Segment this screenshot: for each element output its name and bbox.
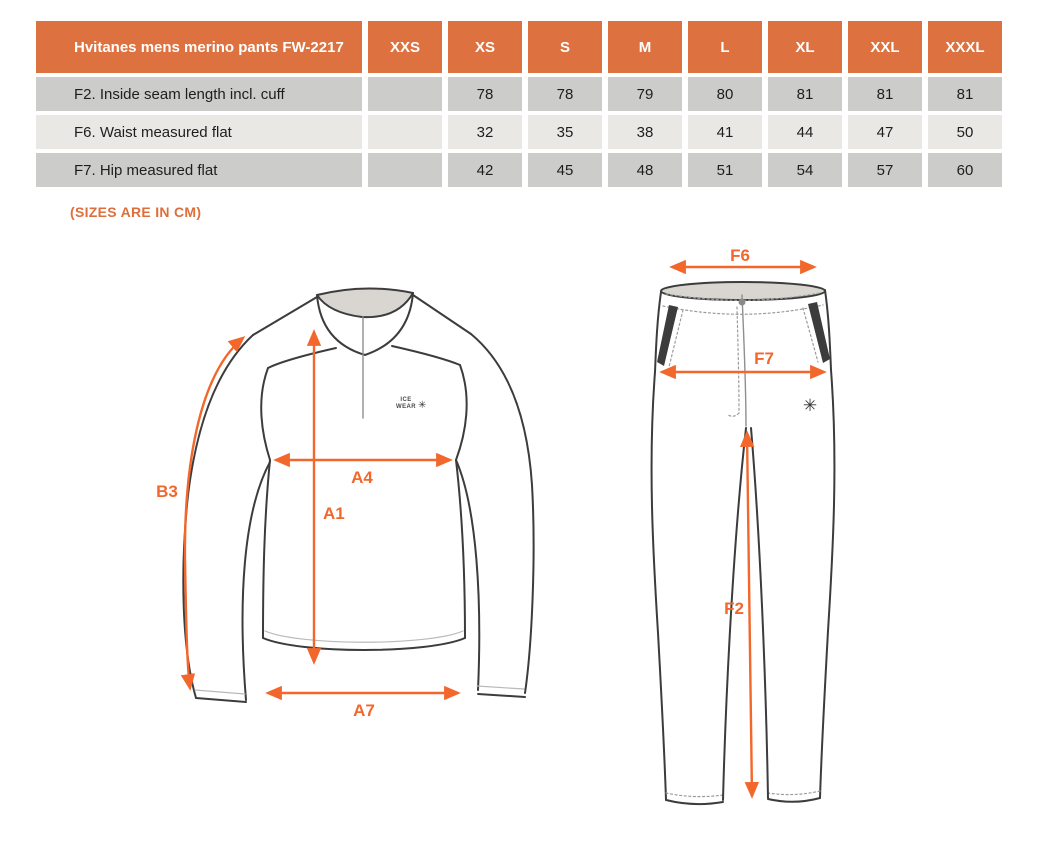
hem-left: [665, 799, 724, 806]
leg-right-inner: [750, 427, 769, 799]
hem-stitch: [264, 630, 464, 643]
hem: [262, 637, 466, 651]
b3-label: B3: [156, 482, 178, 501]
size-value-cell: [368, 115, 442, 149]
row-label: F7. Hip measured flat: [36, 153, 362, 187]
logo-text-line2: WEAR: [396, 404, 416, 410]
waist-button: [738, 298, 746, 306]
f6-label: F6: [730, 246, 750, 265]
size-value-cell: 41: [688, 115, 762, 149]
col-header-xxs: XXS: [368, 21, 442, 73]
collar-opening: [316, 287, 414, 319]
cuff-right-stitch: [476, 685, 525, 690]
col-header-xxl: XXL: [848, 21, 922, 73]
pocket-right: [808, 302, 830, 363]
row-label: F2. Inside seam length incl. cuff: [36, 77, 362, 111]
logo-text-line1: ICE: [400, 397, 411, 403]
size-value-cell: 81: [848, 77, 922, 111]
b3-arrow: [180, 336, 246, 691]
hem-right: [767, 797, 821, 803]
cuff-left-stitch: [194, 689, 246, 695]
f7-label: F7: [754, 349, 774, 368]
f2-label: F2: [724, 599, 744, 618]
pocket-right-stitch: [802, 307, 819, 363]
body-side-left: [262, 459, 271, 639]
col-header-xl: XL: [768, 21, 842, 73]
shirt-measurement-diagram: ICE WEAR ✳ B3 A4 A1 A7: [156, 287, 535, 720]
f2-arrow: [739, 430, 760, 799]
size-value-cell: 48: [608, 153, 682, 187]
size-value-cell: 80: [688, 77, 762, 111]
table-row-f7: F7. Hip measured flat 42 45 48 51 54 57 …: [36, 153, 1002, 187]
table-title: Hvitanes mens merino pants FW-2217: [36, 21, 362, 73]
waistband-stitch: [665, 292, 821, 301]
col-header-l: L: [688, 21, 762, 73]
hem-right-stitch: [767, 790, 821, 796]
size-value-cell: 81: [928, 77, 1002, 111]
table-row-f6: F6. Waist measured flat 32 35 38 41 44 4…: [36, 115, 1002, 149]
sleeve-right-inner: [455, 459, 481, 691]
leg-left-outer: [650, 291, 667, 801]
col-header-xxxl: XXXL: [928, 21, 1002, 73]
size-value-cell: 32: [448, 115, 522, 149]
snowflake-icon: ✳: [418, 400, 426, 411]
size-value-cell: 78: [448, 77, 522, 111]
size-value-cell: 35: [528, 115, 602, 149]
fly-stitch: [736, 306, 740, 414]
size-value-cell: [368, 153, 442, 187]
hem-left-stitch: [665, 792, 724, 798]
raglan-seam-left: [267, 347, 337, 369]
size-value-cell: 45: [528, 153, 602, 187]
size-value-cell: 79: [608, 77, 682, 111]
armhole-left: [260, 367, 271, 461]
size-value-cell: 50: [928, 115, 1002, 149]
size-value-cell: 47: [848, 115, 922, 149]
snowflake-icon: ✳: [803, 396, 817, 416]
cuff-left: [195, 697, 247, 703]
col-header-xs: XS: [448, 21, 522, 73]
collar: [316, 292, 414, 356]
a4-label: A4: [351, 468, 373, 487]
pants-measurement-diagram: ✳ F6 F7 F2: [650, 246, 836, 806]
size-value-cell: 51: [688, 153, 762, 187]
shirt-outline: [182, 287, 535, 703]
table-row-f2: F2. Inside seam length incl. cuff 78 78 …: [36, 77, 1002, 111]
row-label: F6. Waist measured flat: [36, 115, 362, 149]
size-table: Hvitanes mens merino pants FW-2217 XXS X…: [30, 17, 1008, 191]
fly-hook-stitch: [726, 412, 740, 417]
cuff-right: [477, 693, 526, 698]
size-value-cell: 54: [768, 153, 842, 187]
pants-measure-arrows: F6 F7 F2: [659, 246, 827, 799]
shoulder-seam-left: [252, 296, 318, 336]
sleeve-left-inner: [241, 461, 271, 701]
col-header-m: M: [608, 21, 682, 73]
body-side-right: [455, 459, 466, 639]
shoulder-seam-right: [412, 294, 472, 335]
size-value-cell: 44: [768, 115, 842, 149]
leg-right-outer: [819, 289, 836, 799]
table-header-row: Hvitanes mens merino pants FW-2217 XXS X…: [36, 21, 1002, 73]
sizes-note: (SIZES ARE IN CM): [70, 204, 202, 220]
a1-label: A1: [323, 504, 345, 523]
size-value-cell: 38: [608, 115, 682, 149]
ice-wear-logo: ICE WEAR ✳: [396, 397, 426, 411]
size-value-cell: 60: [928, 153, 1002, 187]
armhole-right: [455, 364, 468, 461]
size-value-cell: [368, 77, 442, 111]
a7-label: A7: [353, 701, 375, 720]
size-value-cell: 57: [848, 153, 922, 187]
pocket-left-stitch: [668, 309, 684, 368]
front-rise-seam: [741, 294, 747, 427]
size-value-cell: 42: [448, 153, 522, 187]
raglan-seam-right: [391, 345, 461, 366]
sleeve-right-outer: [470, 333, 535, 694]
shirt-measure-arrows: B3 A4 A1 A7: [156, 329, 461, 720]
size-value-cell: 78: [528, 77, 602, 111]
pocket-left: [657, 305, 678, 366]
col-header-s: S: [528, 21, 602, 73]
pants-outline: ✳: [650, 281, 836, 806]
size-value-cell: 81: [768, 77, 842, 111]
